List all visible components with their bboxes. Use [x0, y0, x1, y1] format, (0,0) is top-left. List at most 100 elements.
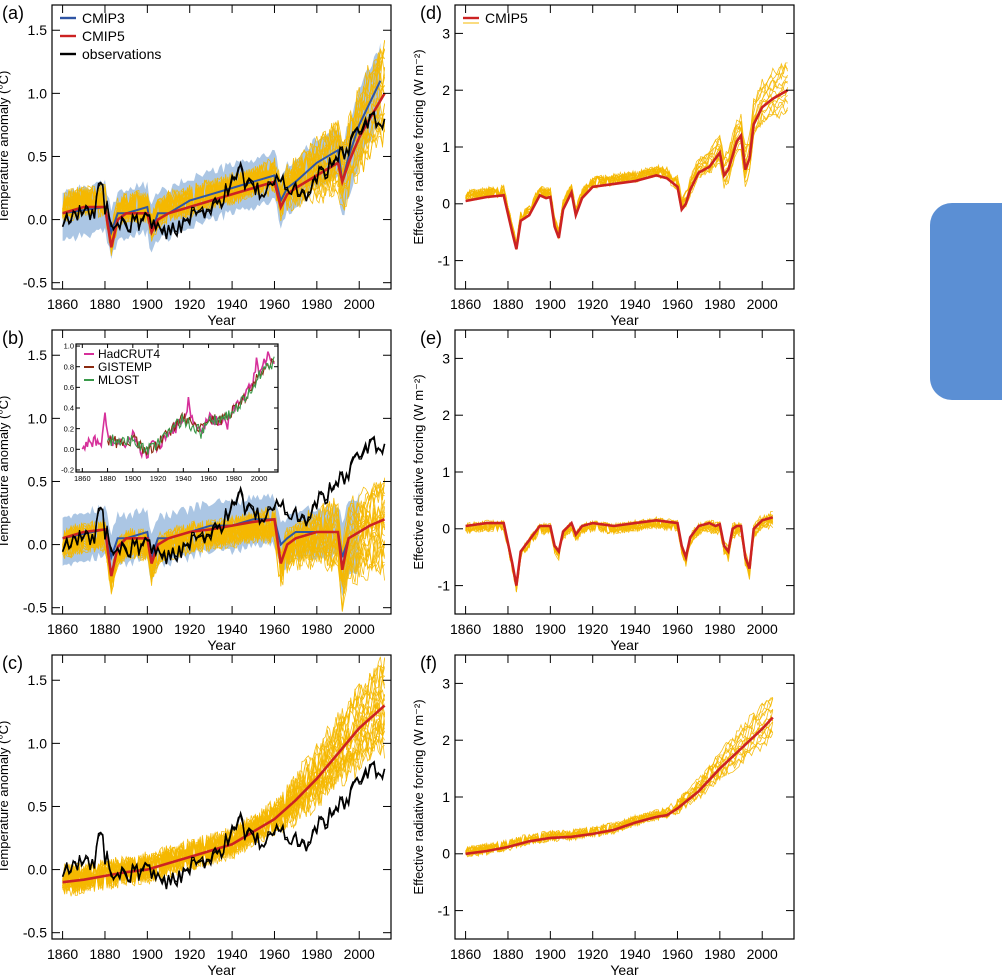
cmip5-ensemble-member: [465, 710, 774, 857]
x-tick-label: 2000: [344, 946, 375, 962]
cmip5-ensemble-member: [62, 712, 385, 888]
x-tick-label: 1860: [450, 296, 481, 312]
y-tick-label: 3: [442, 350, 450, 366]
x-tick-label: 1920: [577, 296, 608, 312]
series-cmip5: [62, 704, 386, 884]
series-cmip5: [465, 516, 774, 586]
y-tick-label: 1.0: [28, 85, 48, 101]
y-tick-label: -1: [438, 253, 451, 269]
y-tick-label: -0.2: [61, 466, 74, 475]
cmip5-ensemble-member: [465, 696, 774, 855]
panel-label: (c): [2, 653, 23, 673]
x-tick-label: 2000: [344, 621, 375, 637]
x-tick-label: 1960: [662, 946, 693, 962]
y-axis-label: Effective radiative forcing (W m⁻²): [411, 49, 426, 244]
x-axis-label: Year: [207, 312, 236, 328]
y-tick-label: 1.0: [28, 735, 48, 751]
inset-legend-entry: HadCRUT4: [98, 347, 160, 361]
cmip5-ensemble-member: [465, 721, 774, 857]
x-tick-label: 1900: [132, 946, 163, 962]
y-tick-label: 1: [442, 464, 450, 480]
x-tick-label: 1900: [535, 946, 566, 962]
x-tick-label: 1980: [704, 946, 735, 962]
plot-area-d: [465, 62, 789, 250]
legend: CMIP3 CMIP5 observations: [60, 10, 161, 62]
x-tick-label: 1900: [535, 296, 566, 312]
inset-frame: [75, 343, 279, 473]
x-tick-label: 1860: [47, 946, 78, 962]
x-tick-label: 1880: [492, 946, 523, 962]
x-tick-label: 1920: [174, 296, 205, 312]
x-tick-label: 2000: [344, 296, 375, 312]
x-tick-label: 1940: [217, 296, 248, 312]
series-observations-2: [62, 762, 386, 889]
y-tick-label: 2: [442, 82, 450, 98]
x-axis-label: Year: [207, 637, 236, 653]
panel-b: 1860 1880 1900 1920 1940 1960 1980 2000 -0.5 0.0 0…: [0, 328, 392, 653]
panel-a: 1860 1880 1900 1920 1940 1960 1980 2000 -0.5 0.0 0…: [0, 3, 392, 328]
cmip5-ensemble-member: [465, 80, 788, 247]
x-axis-label: Year: [610, 637, 639, 653]
cmip5-ensemble-member: [465, 730, 774, 858]
cmip5-ensemble-member: [465, 72, 788, 247]
panel-f: 1860 1880 1900 1920 1940 1960 1980 2000 -1 0 1 2 3 (f…: [411, 653, 795, 977]
cmip5-ensemble-member: [465, 708, 774, 855]
y-axis-label: Temperature anomaly (°C): [0, 396, 11, 549]
x-tick-label: 2000: [251, 474, 268, 483]
cmip5-ensemble-member: [465, 63, 788, 250]
plot-frame: [454, 329, 795, 615]
plot-frame: [454, 654, 795, 940]
y-tick-label: -1: [438, 903, 451, 919]
plot-area-f: [465, 696, 774, 858]
inset: 1860 1880 1900 1920 1940 1960 1980 2000 -0.2 0.0 0…: [61, 342, 279, 483]
y-tick-label: 1: [442, 789, 450, 805]
y-tick-label: 1.5: [28, 672, 48, 688]
cmip5-ensemble-member: [465, 74, 788, 243]
y-tick-label: 0.8: [64, 362, 74, 371]
y-axis-label: Effective radiative forcing (W m⁻²): [411, 699, 426, 894]
x-tick-label: 1960: [662, 621, 693, 637]
x-tick-label: 1920: [577, 946, 608, 962]
x-axis-label: Year: [207, 962, 236, 977]
y-tick-label: -0.5: [23, 275, 47, 291]
x-tick-label: 1860: [450, 946, 481, 962]
x-tick-label: 1940: [620, 296, 651, 312]
legend-entry: CMIP5: [82, 28, 125, 44]
y-tick-label: -1: [438, 578, 451, 594]
plot-area-c: [61, 656, 386, 897]
y-tick-label: 0.0: [64, 445, 74, 454]
x-tick-label: 1860: [47, 296, 78, 312]
side-tab[interactable]: [930, 203, 1002, 400]
x-tick-label: 1980: [301, 946, 332, 962]
plot-frame: [51, 4, 392, 290]
cmip5-ensemble-member: [465, 80, 788, 249]
legend: CMIP5: [463, 10, 528, 26]
y-tick-label: 1.5: [28, 347, 48, 363]
cmip5-ensemble-member: [465, 66, 788, 247]
y-tick-label: 0: [442, 521, 450, 537]
series-cmip5: [465, 89, 789, 250]
x-tick-label: 1900: [132, 621, 163, 637]
cmip5-ensemble-member: [465, 87, 788, 244]
plot-area-a: [61, 39, 386, 260]
cmip5-ensemble-member: [465, 728, 774, 856]
cmip5-ensemble-member: [465, 697, 773, 855]
x-tick-label: 1940: [217, 621, 248, 637]
cmip5-ensemble-member: [465, 721, 774, 856]
x-tick-label: 1940: [620, 946, 651, 962]
x-tick-label: 1920: [174, 946, 205, 962]
cmip5-ensemble-member: [465, 717, 774, 858]
series-observations-2: [62, 437, 386, 564]
y-tick-label: 0.4: [64, 404, 74, 413]
x-tick-label: 1940: [175, 474, 192, 483]
y-tick-label: -0.5: [23, 925, 47, 941]
x-tick-label: 1860: [450, 621, 481, 637]
plot-area-b: [61, 435, 386, 612]
cmip5-ensemble-member: [465, 62, 788, 244]
panel-label: (d): [420, 3, 442, 23]
x-tick-label: 1940: [620, 621, 651, 637]
inset-legend-entry: GISTEMP: [98, 360, 152, 374]
series-cmip3: [62, 80, 382, 236]
y-tick-label: 0: [442, 196, 450, 212]
x-axis-label: Year: [610, 962, 639, 977]
